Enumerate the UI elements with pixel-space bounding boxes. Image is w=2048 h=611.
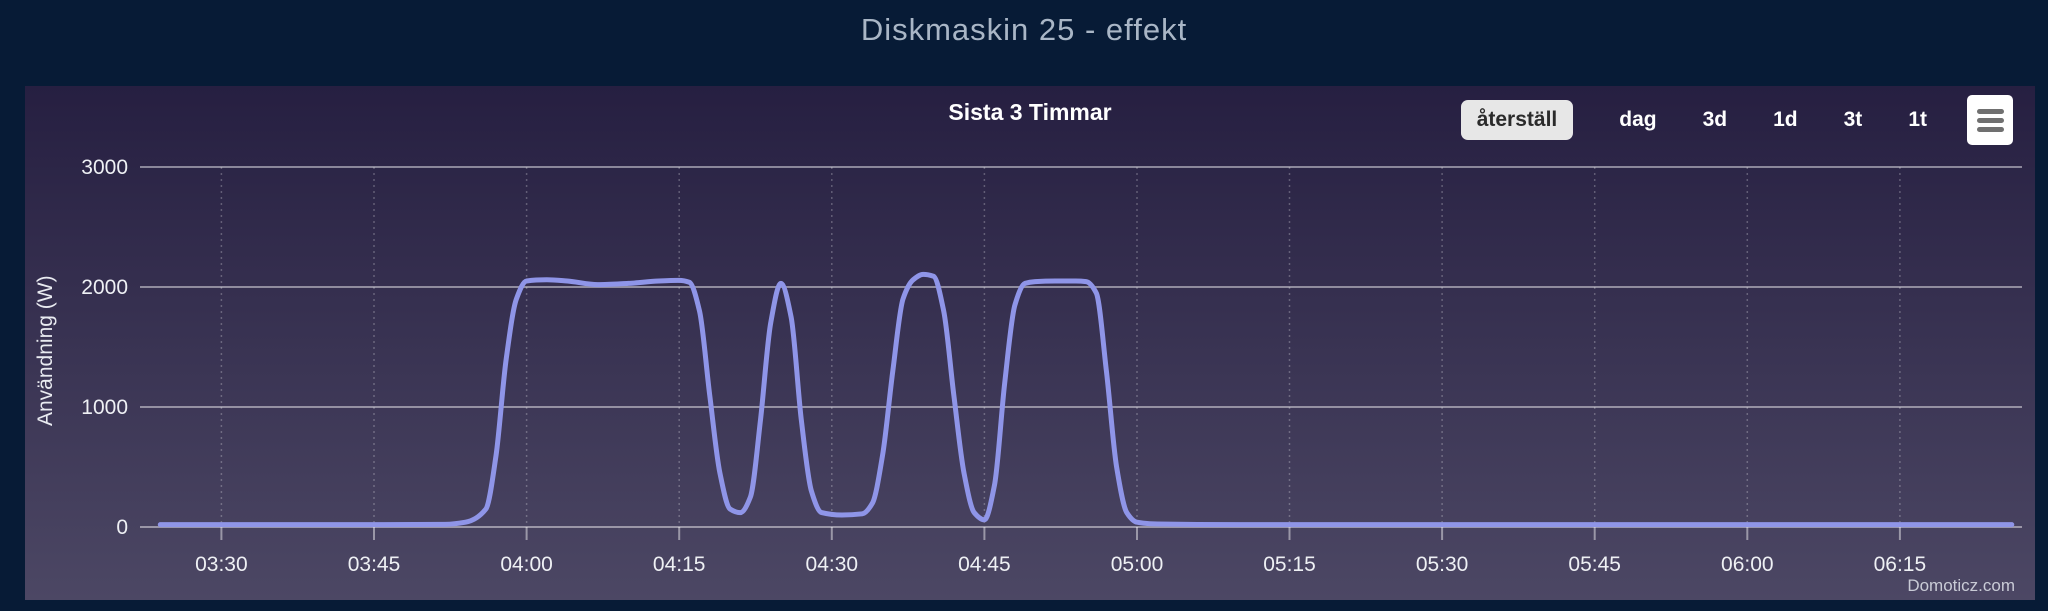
y-tick-label: 0 [116, 516, 128, 539]
line-chart-plot[interactable]: 03:30 03:45 04:00 04:15 04:30 04:45 05:00 05:15… [25, 86, 2035, 600]
x-tick-label: 04:45 [958, 553, 1011, 576]
range-selector: återställ dag 3d 1d 3t 1t [1460, 95, 2013, 145]
chart-title: Sista 3 Timmar [948, 99, 1112, 125]
hamburger-icon [1976, 108, 2004, 114]
x-tick-label: 04:15 [653, 553, 706, 576]
x-tick-label: 04:00 [500, 553, 553, 576]
range-button-3d[interactable]: 3d [1702, 108, 1728, 131]
y-tick-label: 3000 [81, 156, 128, 179]
x-tick-label: 03:30 [195, 553, 248, 576]
y-tick-label: 2000 [81, 276, 128, 299]
x-tick-label: 05:30 [1416, 553, 1469, 576]
range-button-1t[interactable]: 1t [1908, 108, 1927, 131]
context-menu-button[interactable] [1967, 95, 2013, 145]
y-tick-label: 1000 [81, 396, 128, 419]
x-tick-label: 06:15 [1874, 553, 1927, 576]
reset-zoom-button[interactable]: återställ [1460, 100, 1574, 140]
range-button-1d[interactable]: 1d [1773, 108, 1798, 131]
range-button-3t[interactable]: 3t [1843, 108, 1863, 131]
x-tick-label: 05:00 [1111, 553, 1164, 576]
series-line [157, 271, 2015, 528]
x-tick-label: 05:45 [1568, 553, 1621, 576]
x-tick-label: 04:30 [806, 553, 859, 576]
range-button-day[interactable]: dag [1619, 108, 1657, 131]
x-tick-label: 03:45 [348, 553, 401, 576]
x-tick-label: 05:15 [1263, 553, 1316, 576]
watermark: Domoticz.com [1907, 576, 2015, 595]
page-title: Diskmaskin 25 - effekt [860, 12, 1188, 47]
x-tick-label: 06:00 [1721, 553, 1774, 576]
chart-card: Sista 3 Timmar återställ dag 3d 1d 3t 1t… [25, 86, 2035, 600]
